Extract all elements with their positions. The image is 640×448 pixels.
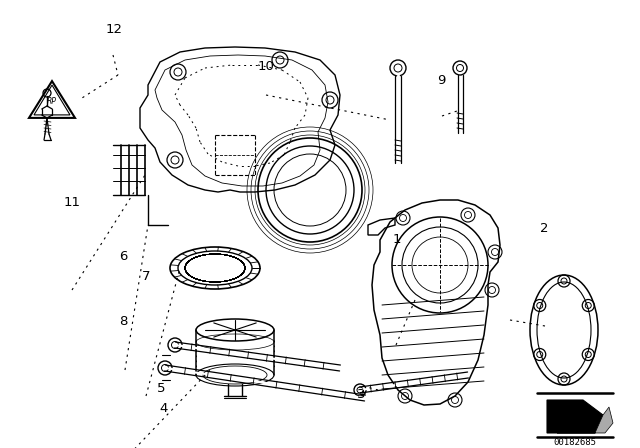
Polygon shape [557,407,613,433]
Text: 7: 7 [141,270,150,284]
Text: 9: 9 [437,74,446,87]
Text: RP: RP [47,97,57,106]
Text: 6: 6 [119,250,128,263]
Text: 4: 4 [159,402,168,415]
Text: 5: 5 [157,382,166,396]
Text: 2: 2 [540,222,548,235]
Text: 10: 10 [257,60,274,73]
Text: 1: 1 [392,233,401,246]
Text: 3: 3 [357,388,366,401]
Text: 12: 12 [106,22,122,36]
Text: 8: 8 [119,315,128,328]
Text: 00182685: 00182685 [554,438,596,447]
Polygon shape [547,400,603,433]
Text: 11: 11 [63,196,80,209]
